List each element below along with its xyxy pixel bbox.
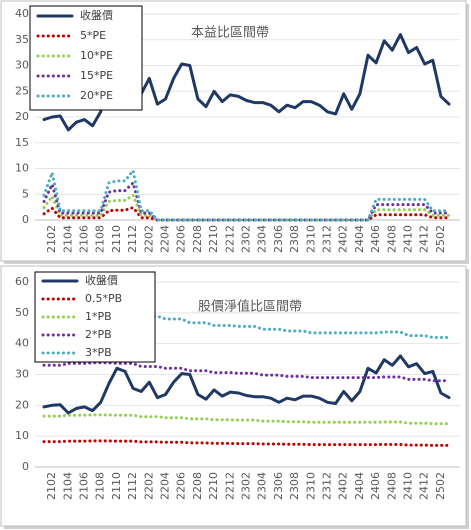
- x-tick-label: 2212: [223, 472, 236, 500]
- x-tick-label: 2406: [369, 472, 382, 500]
- series-line: [42, 206, 451, 222]
- x-tick-label: 2306: [272, 472, 285, 500]
- chart-title: 本益比區間帶: [191, 26, 269, 41]
- legend-label: 2*PB: [85, 328, 112, 341]
- x-tick-label: 2302: [240, 225, 253, 253]
- x-tick-label: 2106: [78, 472, 91, 500]
- x-tick-label: 2106: [78, 225, 91, 253]
- y-tick-label: 0: [22, 213, 29, 226]
- series-line: [42, 181, 451, 222]
- y-tick-label: 10: [15, 162, 29, 175]
- x-tick-label: 2412: [418, 225, 431, 253]
- x-tick-label: 2304: [256, 472, 269, 500]
- legend-label: 15*PE: [80, 69, 113, 82]
- y-tick-label: 35: [15, 33, 29, 46]
- x-tick-label: 2406: [369, 225, 382, 253]
- y-tick-label: 10: [15, 429, 29, 442]
- x-tick-label: 2306: [272, 225, 285, 253]
- x-tick-label: 2102: [45, 472, 58, 500]
- y-tick-label: 25: [15, 84, 29, 97]
- x-tick-label: 2302: [240, 472, 253, 500]
- x-tick-label: 2502: [434, 472, 447, 500]
- x-tick-label: 2402: [337, 225, 350, 253]
- x-tick-label: 2412: [418, 472, 431, 500]
- x-tick-label: 2308: [288, 472, 301, 500]
- y-tick-label: 60: [15, 275, 29, 288]
- legend-box: [34, 271, 156, 363]
- y-tick-label: 40: [15, 7, 29, 20]
- x-tick-label: 2112: [126, 472, 139, 500]
- y-tick-label: 30: [15, 368, 29, 381]
- legend-label: 1*PB: [85, 310, 112, 323]
- legend-label: 5*PE: [80, 29, 106, 42]
- y-tick-label: 0: [22, 460, 29, 473]
- x-tick-label: 2110: [110, 472, 123, 500]
- legend-label: 收盤價: [80, 8, 113, 22]
- chart-title: 股價淨值比區間帶: [198, 299, 302, 315]
- legend-label: 10*PE: [80, 49, 113, 62]
- series-line: [42, 309, 451, 339]
- legend-label: 收盤價: [85, 273, 118, 287]
- x-tick-label: 2312: [321, 472, 334, 500]
- x-tick-label: 2410: [402, 225, 415, 253]
- x-tick-label: 2204: [159, 225, 172, 253]
- x-tick-label: 2212: [223, 225, 236, 253]
- x-tick-label: 2404: [353, 472, 366, 500]
- x-tick-label: 2104: [61, 225, 74, 253]
- x-tick-label: 2108: [94, 225, 107, 253]
- x-tick-label: 2102: [45, 225, 58, 253]
- x-tick-label: 2108: [94, 472, 107, 500]
- series-line: [42, 413, 451, 426]
- x-tick-label: 2310: [304, 472, 317, 500]
- y-tick-label: 40: [15, 337, 29, 350]
- y-tick-label: 5: [22, 187, 29, 200]
- y-tick-label: 30: [15, 59, 29, 72]
- x-tick-label: 2208: [191, 472, 204, 500]
- series-line: [42, 439, 451, 447]
- x-tick-label: 2104: [61, 472, 74, 500]
- x-tick-label: 2408: [385, 472, 398, 500]
- x-tick-label: 2410: [402, 472, 415, 500]
- x-tick-label: 2208: [191, 225, 204, 253]
- legend-box: [29, 5, 143, 111]
- x-tick-label: 2312: [321, 225, 334, 253]
- legend-label: 0.5*PB: [85, 292, 122, 305]
- y-tick-label: 20: [15, 398, 29, 411]
- series-line: [42, 354, 451, 415]
- y-tick-label: 50: [15, 306, 29, 319]
- x-tick-label: 2110: [110, 225, 123, 253]
- legend-label: 3*PB: [85, 346, 112, 359]
- x-tick-label: 2202: [142, 472, 155, 500]
- series-line: [42, 361, 451, 383]
- y-tick-label: 20: [15, 110, 29, 123]
- x-tick-label: 2304: [256, 225, 269, 253]
- x-tick-label: 2204: [159, 472, 172, 500]
- x-tick-label: 2112: [126, 225, 139, 253]
- series-line: [42, 169, 451, 222]
- x-tick-label: 2408: [385, 225, 398, 253]
- x-tick-label: 2202: [142, 225, 155, 253]
- x-tick-label: 2404: [353, 225, 366, 253]
- x-tick-label: 2206: [175, 472, 188, 500]
- y-tick-label: 15: [15, 136, 29, 149]
- x-tick-label: 2308: [288, 225, 301, 253]
- x-tick-label: 2210: [207, 225, 220, 253]
- x-tick-label: 2402: [337, 472, 350, 500]
- x-tick-label: 2310: [304, 225, 317, 253]
- x-tick-label: 2502: [434, 225, 447, 253]
- x-tick-label: 2206: [175, 225, 188, 253]
- legend-label: 20*PE: [80, 89, 113, 102]
- x-tick-label: 2210: [207, 472, 220, 500]
